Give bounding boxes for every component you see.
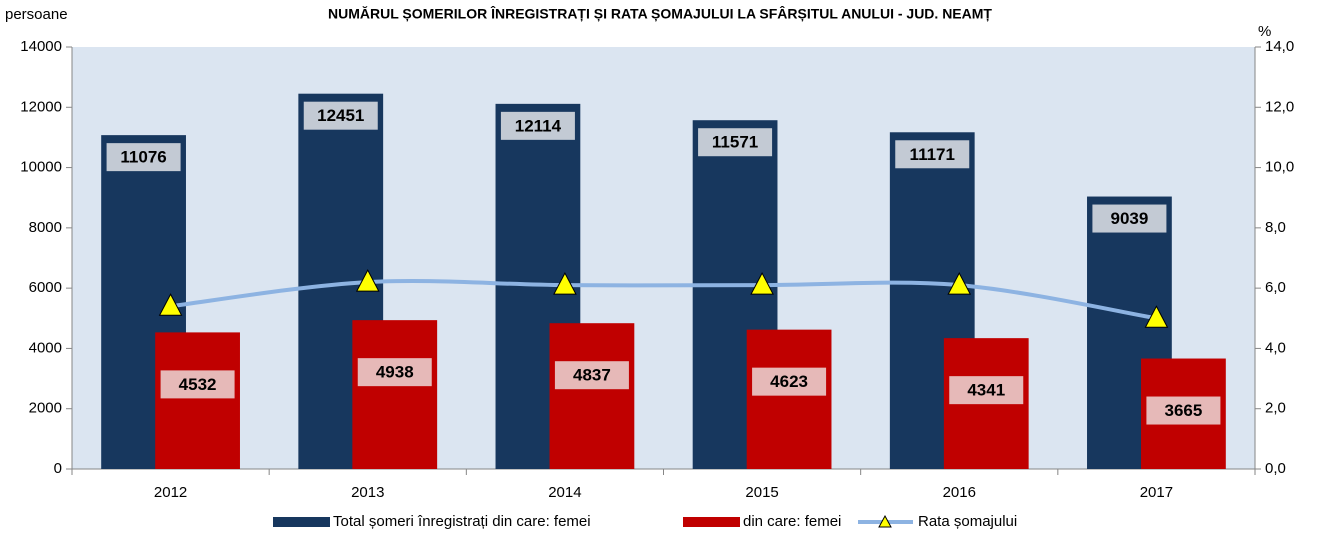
data-label: 4623 [770,372,808,391]
y2-tick-label: 6,0 [1265,279,1286,296]
plot-area [72,47,1255,469]
x-tick-label: 2017 [1140,484,1173,501]
bar [746,329,832,469]
y-tick-label: 12000 [20,98,62,115]
y-axis-label: persoane [5,6,68,23]
line [170,279,1157,321]
x-tick-label: 2015 [745,484,778,501]
y-tick-label: 8000 [29,219,62,236]
chart-title: NUMĂRUL ȘOMERILOR ÎNREGISTRAȚI ȘI RATA Ș… [328,5,992,22]
y-tick-label: 2000 [29,400,62,417]
data-label-box [554,361,629,390]
data-label-box [895,140,970,169]
marker [553,272,577,295]
bar [155,332,240,469]
data-label-box [106,143,181,172]
y-tick-label: 0 [54,460,62,477]
marker [750,272,774,295]
legend-label: Total șomeri înregistrați din care: feme… [333,513,591,530]
legend-swatch [683,517,740,527]
x-tick-label: 2012 [154,484,187,501]
legend-label: din care: femei [743,513,841,530]
y-tick-label: 4000 [29,339,62,356]
data-label: 11571 [712,133,758,152]
y2-tick-label: 12,0 [1265,98,1294,115]
data-label-box [1146,396,1221,425]
y-tick-label: 10000 [20,159,62,176]
x-tick-label: 2013 [351,484,384,501]
y2-tick-label: 14,0 [1265,38,1294,55]
data-label-box [160,370,235,399]
legend-swatch [273,517,330,527]
y2-axis-label: % [1258,23,1271,40]
legend-label: Rata șomajului [918,513,1017,530]
data-label-box [949,376,1024,405]
x-tick-label: 2014 [548,484,581,501]
data-label-box [303,101,378,130]
data-label-box [752,367,827,396]
x-tick-label: 2016 [943,484,976,501]
bar [352,320,438,469]
y2-tick-label: 8,0 [1265,219,1286,236]
y2-tick-label: 2,0 [1265,400,1286,417]
data-label: 9039 [1111,209,1149,228]
marker [1144,305,1169,328]
marker [158,293,183,316]
marker [947,272,972,295]
data-label-box [1092,204,1167,233]
y2-tick-label: 0,0 [1265,460,1286,477]
marker [355,269,380,292]
data-label: 12114 [515,116,562,135]
data-label: 4341 [967,381,1005,400]
data-label: 4938 [376,363,414,382]
legend-marker [878,514,892,528]
data-label: 4532 [179,375,217,394]
data-label: 11076 [120,148,166,167]
y2-tick-label: 4,0 [1265,339,1286,356]
y-tick-label: 14000 [20,38,62,55]
data-label: 12451 [317,106,364,125]
data-label: 11171 [910,145,955,164]
data-label-box [500,111,575,140]
y2-tick-label: 10,0 [1265,159,1294,176]
y-tick-label: 6000 [29,279,62,296]
data-label: 3665 [1165,401,1203,420]
data-label-box [357,358,432,387]
data-label: 4837 [573,366,611,385]
data-label-box [698,128,773,157]
bar [549,323,635,469]
